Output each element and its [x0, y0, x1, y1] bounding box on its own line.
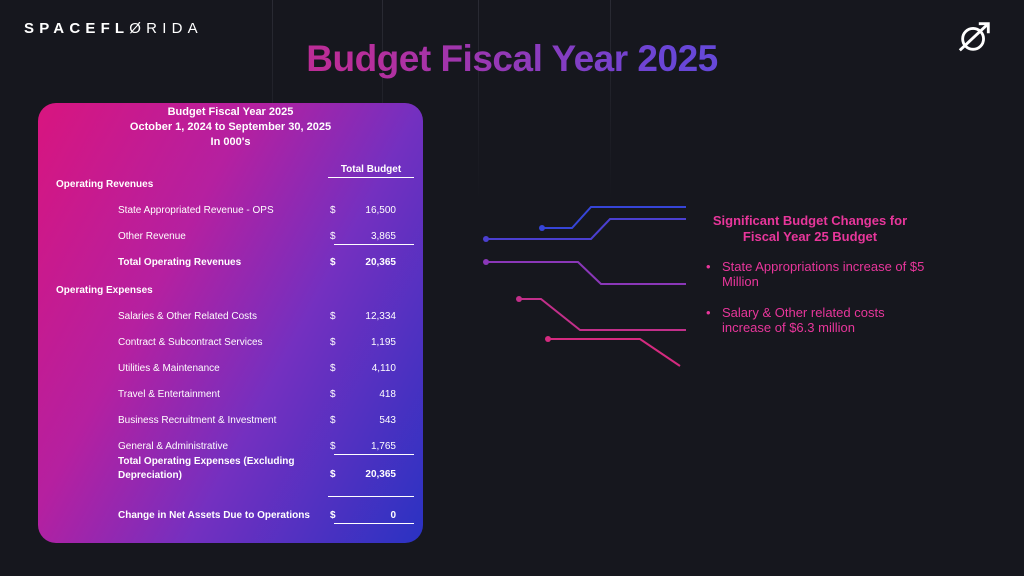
list-item: • State Appropriations increase of $5 Mil… — [706, 259, 926, 289]
budget-changes-title: Significant Budget Changes for Fiscal Ye… — [700, 213, 920, 245]
budget-changes-list: • State Appropriations increase of $5 Mil… — [706, 259, 926, 351]
list-item: • Salary & Other related costs increase o… — [706, 305, 926, 335]
